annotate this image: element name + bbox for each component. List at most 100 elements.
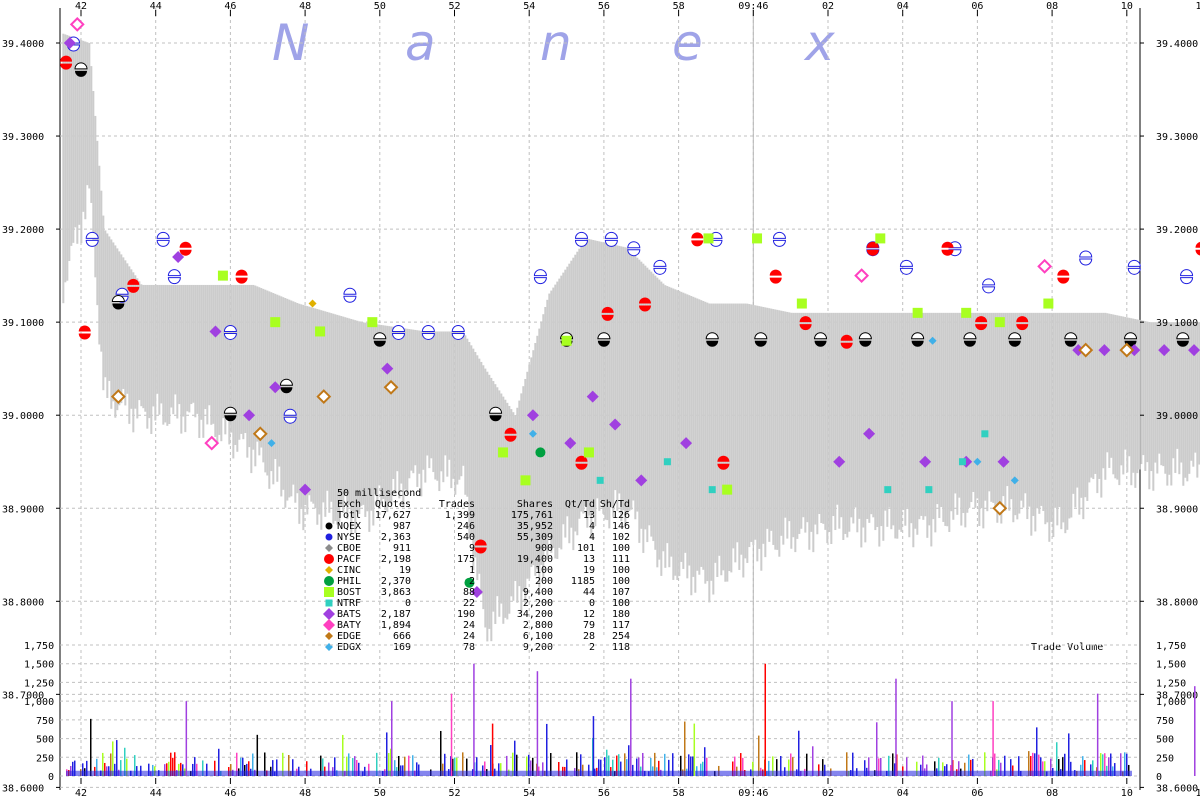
nbbo-bar [1126, 317, 1129, 473]
volume-tick-label-right: 750 [1156, 716, 1174, 727]
nbbo-bar [240, 284, 243, 434]
nbbo-bar [642, 263, 645, 553]
volume-spike [693, 723, 696, 776]
nbbo-bar [1180, 322, 1183, 463]
price-tick-label-left: 38.8000 [2, 597, 44, 608]
nbbo-bar [312, 307, 315, 504]
volume-bar [1064, 753, 1066, 776]
time-tick-label-bottom: 46 [224, 788, 236, 799]
legend-swatch [325, 599, 333, 607]
nbbo-bar [814, 312, 817, 525]
nbbo-bar [922, 312, 925, 520]
nbbo-bar [1010, 312, 1013, 500]
quote-marker-pacf [60, 63, 73, 70]
volume-bar [1000, 762, 1002, 776]
nbbo-bar [368, 323, 371, 532]
quote-marker-edge [992, 500, 1008, 516]
legend-cell: PACF [337, 554, 361, 565]
quote-marker-nqex [963, 340, 976, 347]
quote-marker-nyse [1180, 277, 1194, 285]
nbbo-bar [840, 312, 843, 518]
nbbo-bar [1192, 322, 1195, 467]
nbbo-bar [332, 313, 335, 524]
time-tick-label-top: 48 [299, 1, 311, 12]
quote-marker-edge [1119, 342, 1135, 358]
nbbo-bar [1194, 322, 1197, 453]
nbbo-bar [1138, 319, 1141, 470]
quote-marker-edgx [267, 439, 276, 448]
quote-marker-nyse [1079, 250, 1093, 258]
time-tick-label-top: 58 [673, 1, 685, 12]
price-tick-label-left: 38.7000 [2, 690, 44, 701]
nbbo-bar [154, 284, 157, 421]
volume-bar [668, 759, 670, 776]
legend-cell: 1 [469, 565, 475, 576]
nbbo-bar [994, 312, 997, 510]
volume-bar [888, 755, 890, 776]
volume-bar [878, 758, 880, 776]
nbbo-bar [764, 307, 767, 558]
nbbo-bar [974, 312, 977, 508]
volume-bar [174, 752, 176, 776]
nbbo-bar [166, 284, 169, 426]
nbbo-bar [384, 325, 387, 510]
quote-marker-nyse [604, 239, 618, 247]
nbbo-bar [502, 396, 505, 624]
nbbo-bar [996, 312, 999, 523]
volume-tick-label-right: 0 [1156, 772, 1162, 783]
nbbo-bar [1114, 314, 1117, 479]
nbbo-bar [998, 312, 1001, 512]
nbbo-bar [528, 364, 531, 579]
volume-bar [466, 758, 468, 776]
nbbo-bar [850, 312, 853, 518]
nbbo-bar [592, 240, 595, 513]
quote-marker-nyse [343, 295, 357, 303]
legend-cell: CBOE [337, 543, 361, 554]
volume-bar [1092, 760, 1094, 776]
nbbo-bar [1152, 322, 1155, 491]
nbbo-bar [500, 393, 503, 604]
legend-cell: 190 [457, 609, 475, 620]
volume-bar [598, 759, 600, 776]
legend-cell: 180 [612, 609, 630, 620]
nbbo-bar [636, 257, 639, 512]
price-tick-label-right: 38.6000 [1156, 783, 1198, 794]
nbbo-bar [92, 91, 95, 242]
volume-bar [442, 763, 444, 776]
nbbo-bar [1190, 322, 1193, 461]
nbbo-bar [1164, 322, 1167, 474]
nbbo-bar [468, 342, 471, 539]
nbbo-bar [1148, 321, 1151, 490]
nbbo-bar [172, 284, 175, 415]
nbbo-bar [1028, 312, 1031, 507]
nbbo-bar [1170, 322, 1173, 486]
nbbo-bar [250, 284, 253, 474]
nbbo-bar [434, 331, 437, 480]
legend-column-header: Qt/Td [565, 499, 595, 510]
legend-cell: 111 [612, 554, 630, 565]
nbbo-bar [604, 242, 607, 520]
volume-bar [452, 758, 454, 776]
legend-cell: 246 [457, 521, 475, 532]
nbbo-bar [1066, 312, 1069, 530]
nbbo-bar [178, 284, 181, 405]
nbbo-bar [134, 275, 137, 409]
nbbo-bar [680, 291, 683, 562]
quote-marker-pacf [179, 249, 192, 256]
volume-bar [812, 746, 814, 776]
volume-bar [970, 759, 972, 776]
quote-marker-bats [526, 409, 539, 422]
nbbo-bar [1118, 315, 1121, 486]
volume-bar [582, 764, 584, 776]
nbbo-bar [598, 241, 601, 511]
nbbo-bar [68, 35, 71, 261]
nbbo-bar [704, 301, 707, 584]
legend-cell: 1185 [571, 576, 595, 587]
volume-bar [120, 760, 122, 776]
nbbo-bar [90, 66, 93, 203]
volume-bar [1038, 754, 1040, 776]
volume-bar [230, 764, 232, 776]
nbbo-bar [232, 284, 235, 459]
nbbo-bar [796, 312, 799, 539]
quote-marker-bost [752, 233, 763, 244]
